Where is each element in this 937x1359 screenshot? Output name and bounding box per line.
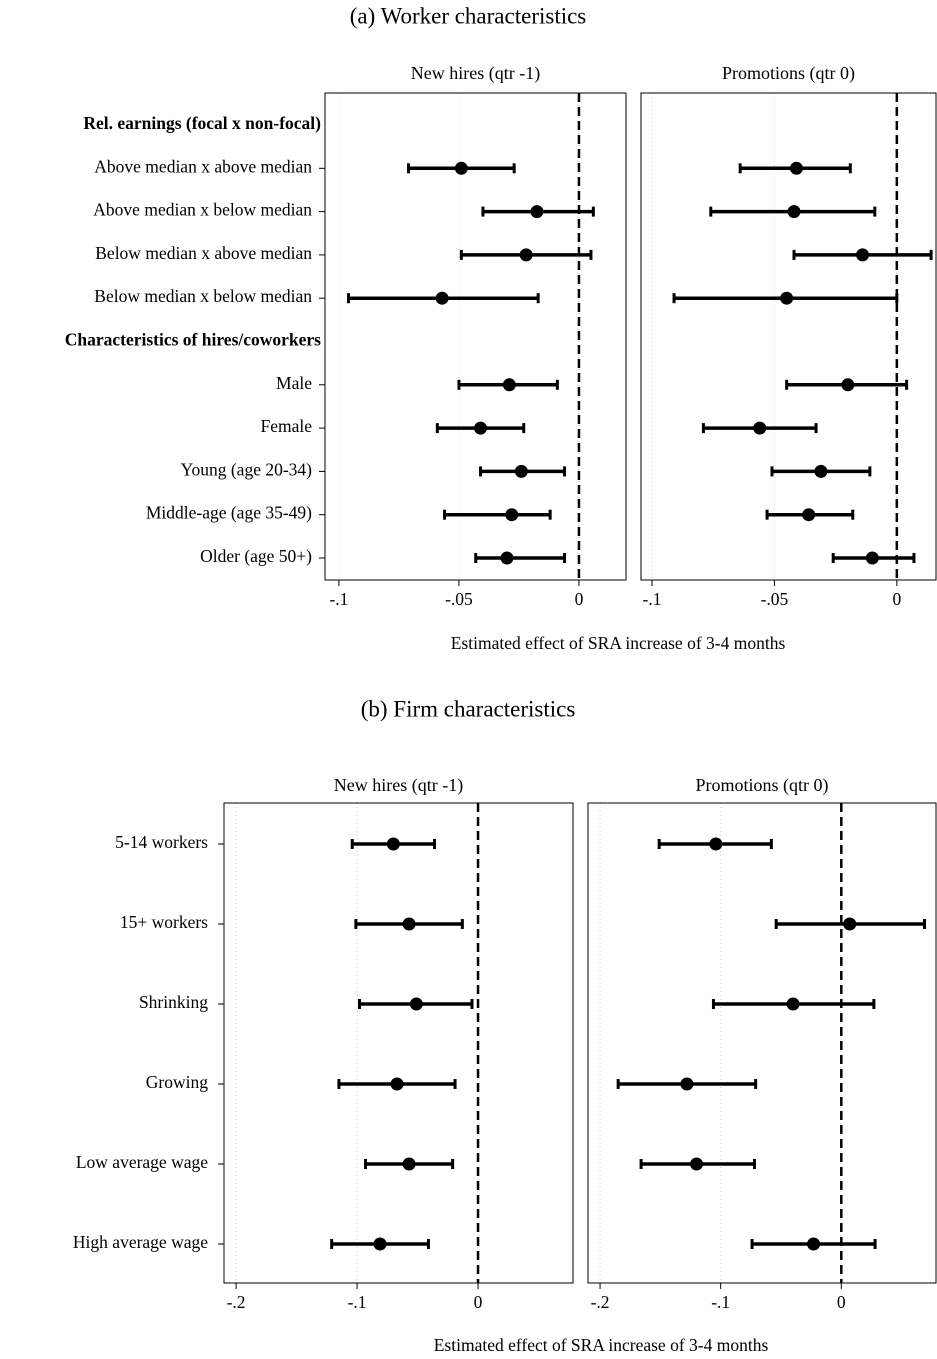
point-estimate xyxy=(386,837,400,851)
point-estimate xyxy=(680,1077,694,1091)
point-estimate xyxy=(814,464,828,478)
group-header: Rel. earnings (focal x non-focal) xyxy=(83,113,321,133)
point-estimate xyxy=(753,421,767,435)
y-tick-label: Older (age 50+) xyxy=(200,546,312,566)
y-tick-label: Male xyxy=(276,373,312,393)
x-tick-label: 0 xyxy=(575,589,584,609)
plot-frame xyxy=(223,802,574,1284)
y-tick-label: Female xyxy=(260,416,312,436)
plot-frame xyxy=(324,92,627,581)
point-estimate xyxy=(409,997,423,1011)
y-tick-label: Shrinking xyxy=(139,992,208,1012)
point-estimate xyxy=(865,551,879,565)
point-estimate xyxy=(402,1157,416,1171)
point-estimate xyxy=(514,464,528,478)
panel-title: (b) Firm characteristics xyxy=(361,696,576,721)
y-tick-label: Growing xyxy=(146,1072,208,1092)
point-estimate xyxy=(454,161,468,175)
plot-frame xyxy=(587,802,937,1284)
x-tick-label: -.05 xyxy=(761,589,789,609)
point-estimate xyxy=(435,291,449,305)
panel-title: (a) Worker characteristics xyxy=(350,3,587,28)
x-tick-label: 0 xyxy=(837,1292,846,1312)
point-estimate xyxy=(500,551,514,565)
y-tick-label: 5-14 workers xyxy=(115,832,208,852)
x-tick-label: -.1 xyxy=(329,589,348,609)
y-tick-label: Below median x below median xyxy=(94,286,312,306)
x-axis-label: Estimated effect of SRA increase of 3-4 … xyxy=(434,1335,769,1355)
point-estimate xyxy=(530,205,544,219)
x-tick-label: -.1 xyxy=(643,589,662,609)
x-tick-label: 0 xyxy=(892,589,901,609)
point-estimate xyxy=(519,248,533,262)
point-estimate xyxy=(841,378,855,392)
point-estimate xyxy=(807,1237,821,1251)
x-tick-label: -.2 xyxy=(591,1292,610,1312)
y-tick-label: High average wage xyxy=(73,1232,208,1252)
subplot-title: Promotions (qtr 0) xyxy=(696,775,829,796)
x-tick-label: -.2 xyxy=(227,1292,246,1312)
point-estimate xyxy=(505,508,519,522)
point-estimate xyxy=(787,205,801,219)
point-estimate xyxy=(856,248,870,262)
subplot-title: New hires (qtr -1) xyxy=(411,63,540,84)
subplot-title: New hires (qtr -1) xyxy=(334,775,463,796)
point-estimate xyxy=(373,1237,387,1251)
subplot-title: Promotions (qtr 0) xyxy=(722,63,855,84)
y-tick-label: Above median x below median xyxy=(93,200,312,220)
point-estimate xyxy=(843,917,857,931)
y-tick-label: 15+ workers xyxy=(120,912,208,932)
point-estimate xyxy=(690,1157,704,1171)
plot-frame xyxy=(640,92,937,581)
y-tick-label: Middle-age (age 35-49) xyxy=(146,503,312,523)
point-estimate xyxy=(780,291,794,305)
x-tick-label: -.1 xyxy=(348,1292,367,1312)
x-tick-label: -.05 xyxy=(445,589,473,609)
point-estimate xyxy=(502,378,516,392)
point-estimate xyxy=(786,997,800,1011)
point-estimate xyxy=(709,837,723,851)
y-tick-label: Low average wage xyxy=(76,1152,208,1172)
point-estimate xyxy=(402,917,416,931)
y-tick-label: Below median x above median xyxy=(95,243,312,263)
point-estimate xyxy=(390,1077,404,1091)
group-header: Characteristics of hires/coworkers xyxy=(65,330,321,350)
point-estimate xyxy=(802,508,816,522)
point-estimate xyxy=(789,161,803,175)
x-tick-label: -.1 xyxy=(711,1292,730,1312)
point-estimate xyxy=(474,421,488,435)
x-tick-label: 0 xyxy=(474,1292,483,1312)
y-tick-label: Above median x above median xyxy=(94,156,312,176)
x-axis-label: Estimated effect of SRA increase of 3-4 … xyxy=(451,633,786,653)
y-tick-label: Young (age 20-34) xyxy=(181,459,313,479)
